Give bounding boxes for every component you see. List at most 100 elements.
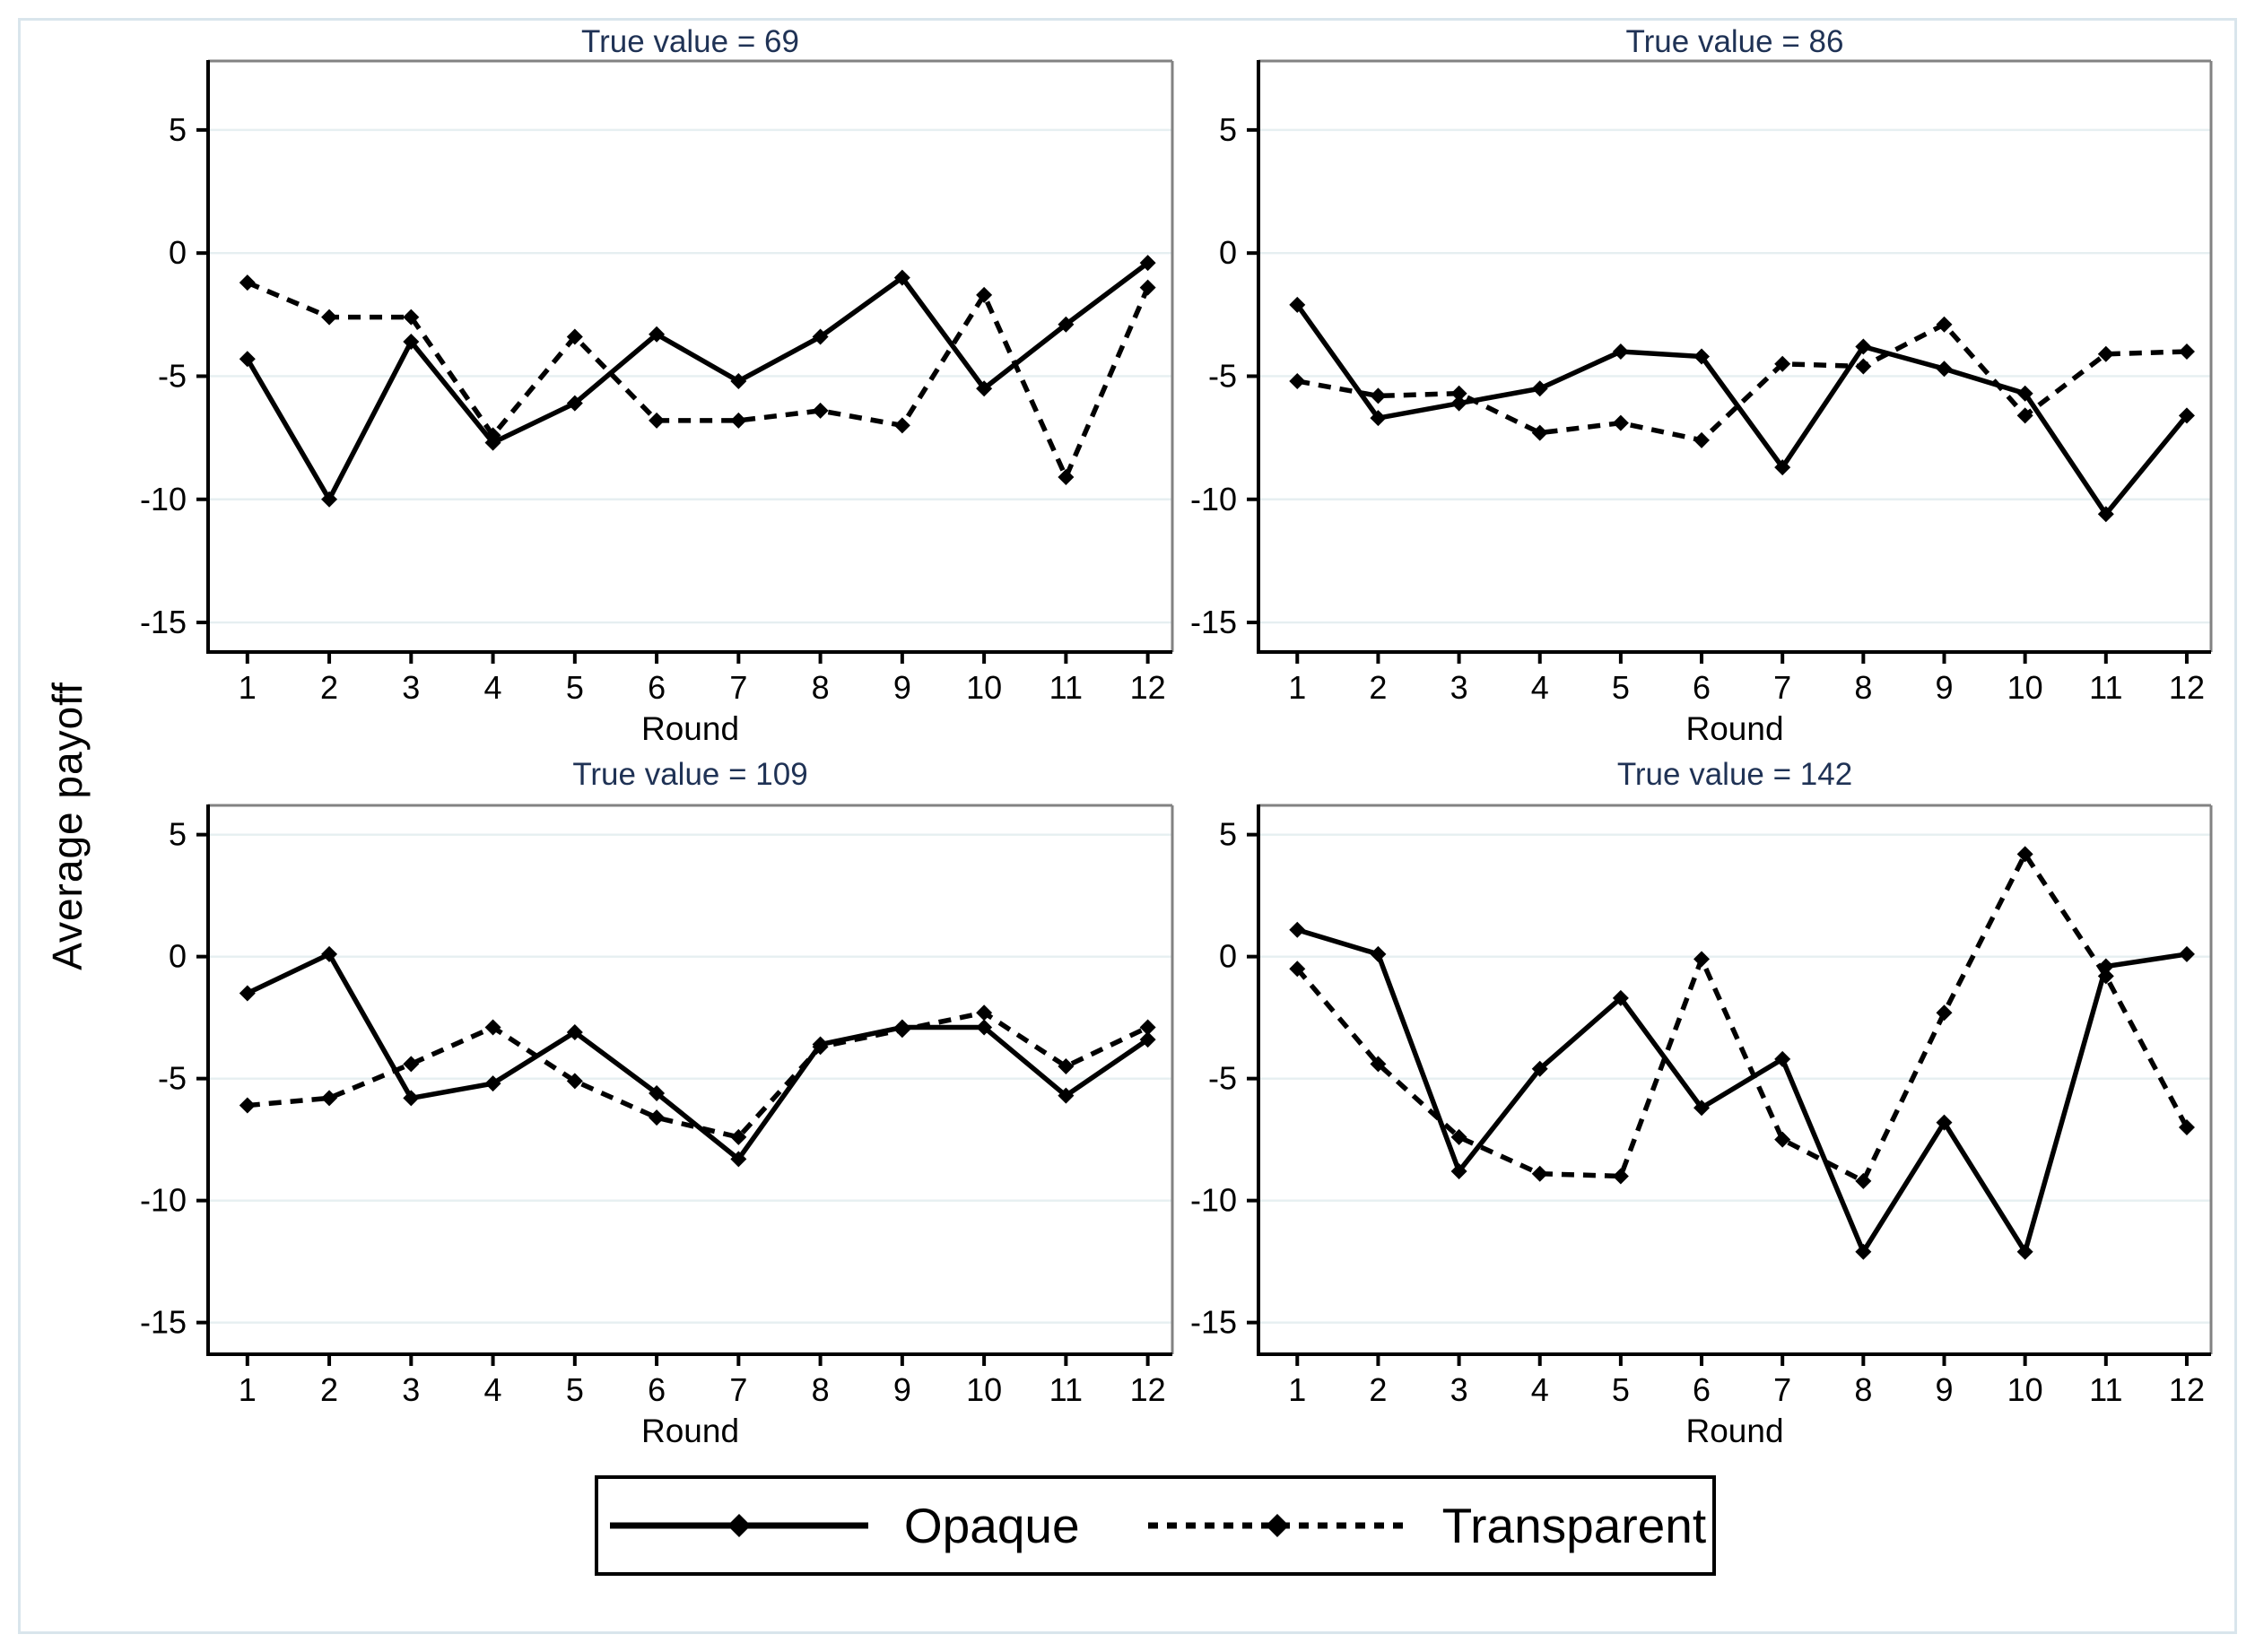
svg-text:-15: -15: [140, 604, 187, 640]
svg-text:8: 8: [812, 1371, 830, 1408]
y-axis-title: Average payoff: [27, 0, 108, 1652]
panel-title-true-value-109: True value = 109: [572, 757, 808, 792]
transparent-series-line: [239, 274, 1156, 486]
svg-text:5: 5: [566, 1371, 584, 1408]
svg-text:2: 2: [1369, 669, 1387, 706]
svg-text:0: 0: [169, 938, 187, 975]
svg-text:9: 9: [893, 669, 911, 706]
svg-text:8: 8: [1854, 669, 1872, 706]
svg-text:9: 9: [1935, 669, 1953, 706]
y-axis-title-text: Average payoff: [44, 682, 91, 970]
svg-text:5: 5: [1219, 111, 1237, 148]
svg-text:5: 5: [1612, 669, 1630, 706]
svg-text:-5: -5: [1208, 1060, 1237, 1097]
opaque-series-line: [239, 945, 1156, 1168]
svg-text:4: 4: [1531, 669, 1549, 706]
svg-text:-15: -15: [140, 1304, 187, 1341]
svg-text:12: 12: [2169, 669, 2205, 706]
x-tick-labels: 1 2 3 4 5 6 7 8 9 10 11 12: [239, 652, 1166, 706]
svg-text:1: 1: [1288, 1371, 1306, 1408]
svg-text:-10: -10: [140, 481, 187, 517]
svg-text:11: 11: [1049, 669, 1083, 706]
svg-text:-10: -10: [1190, 1182, 1237, 1219]
x-axis-title: Round: [1685, 710, 1783, 747]
svg-text:-5: -5: [158, 1060, 187, 1097]
x-tick-labels: 1 2 3 4 5 6 7 8 9 10 11 12: [1288, 1354, 2205, 1408]
svg-text:10: 10: [966, 669, 1002, 706]
svg-text:4: 4: [484, 1371, 502, 1408]
legend: Opaque Transparent: [595, 1475, 1716, 1576]
opaque-series-line: [1289, 296, 2195, 523]
opaque-series-line: [1289, 921, 2195, 1260]
svg-text:11: 11: [2089, 1371, 2122, 1408]
svg-text:-15: -15: [1190, 1304, 1237, 1341]
svg-text:-5: -5: [158, 357, 187, 394]
svg-text:3: 3: [402, 669, 420, 706]
x-tick-labels: 1 2 3 4 5 6 7 8 9 10 11 12: [1288, 652, 2205, 706]
svg-text:3: 3: [402, 1371, 420, 1408]
svg-text:-10: -10: [1190, 481, 1237, 517]
svg-text:11: 11: [2089, 669, 2122, 706]
svg-text:11: 11: [1049, 1371, 1083, 1408]
svg-text:9: 9: [893, 1371, 911, 1408]
svg-text:4: 4: [484, 669, 502, 706]
svg-text:9: 9: [1935, 1371, 1953, 1408]
transparent-series-line: [239, 1004, 1156, 1145]
y-tick-labels: 5 0 -5 -10 -15: [1190, 111, 1258, 640]
legend-label-transparent: Transparent: [1441, 1498, 1707, 1553]
x-axis-title: Round: [641, 1413, 739, 1449]
svg-text:8: 8: [1854, 1371, 1872, 1408]
transparent-series-line: [1289, 316, 2195, 448]
gridlines: [1258, 833, 2211, 1324]
opaque-series-line: [239, 255, 1156, 508]
legend-dashed-line-icon: [1147, 1514, 1406, 1537]
svg-text:2: 2: [320, 1371, 338, 1408]
svg-text:5: 5: [1612, 1371, 1630, 1408]
svg-text:5: 5: [566, 669, 584, 706]
legend-solid-line-icon: [609, 1514, 868, 1537]
svg-text:10: 10: [966, 1371, 1002, 1408]
svg-text:5: 5: [1219, 816, 1237, 853]
y-tick-labels: 5 0 -5 -10 -15: [1190, 816, 1258, 1341]
svg-text:0: 0: [1219, 938, 1237, 975]
svg-text:1: 1: [239, 669, 257, 706]
panel-title-true-value-69: True value = 69: [581, 24, 799, 59]
svg-text:7: 7: [729, 1371, 747, 1408]
svg-text:6: 6: [1693, 669, 1711, 706]
svg-text:7: 7: [729, 669, 747, 706]
svg-text:1: 1: [1288, 669, 1306, 706]
svg-text:7: 7: [1773, 669, 1791, 706]
svg-text:4: 4: [1531, 1371, 1549, 1408]
svg-text:6: 6: [648, 1371, 666, 1408]
panel-title-true-value-142: True value = 142: [1616, 757, 1853, 792]
transparent-series-line: [1289, 846, 2195, 1189]
x-axis-title: Round: [641, 710, 739, 747]
svg-text:5: 5: [169, 111, 187, 148]
gridlines: [1258, 128, 2211, 624]
legend-label-opaque: Opaque: [903, 1498, 1080, 1553]
svg-text:10: 10: [2007, 669, 2043, 706]
svg-text:6: 6: [1693, 1371, 1711, 1408]
gridlines: [208, 833, 1172, 1324]
panel-title-true-value-86: True value = 86: [1625, 24, 1844, 59]
svg-text:3: 3: [1450, 1371, 1468, 1408]
svg-text:5: 5: [169, 816, 187, 853]
legend-item-opaque: Opaque: [605, 1497, 1080, 1554]
svg-text:7: 7: [1773, 1371, 1791, 1408]
gridlines: [208, 128, 1172, 624]
y-tick-labels: 5 0 -5 -10 -15: [140, 816, 208, 1341]
x-axis-title: Round: [1685, 1413, 1783, 1449]
svg-text:0: 0: [169, 234, 187, 271]
legend-item-transparent: Transparent: [1143, 1497, 1707, 1554]
y-tick-labels: 5 0 -5 -10 -15: [140, 111, 208, 640]
x-tick-labels: 1 2 3 4 5 6 7 8 9 10 11 12: [239, 1354, 1166, 1408]
svg-text:10: 10: [2007, 1371, 2043, 1408]
svg-text:6: 6: [648, 669, 666, 706]
svg-text:12: 12: [1130, 1371, 1166, 1408]
svg-text:-10: -10: [140, 1182, 187, 1219]
